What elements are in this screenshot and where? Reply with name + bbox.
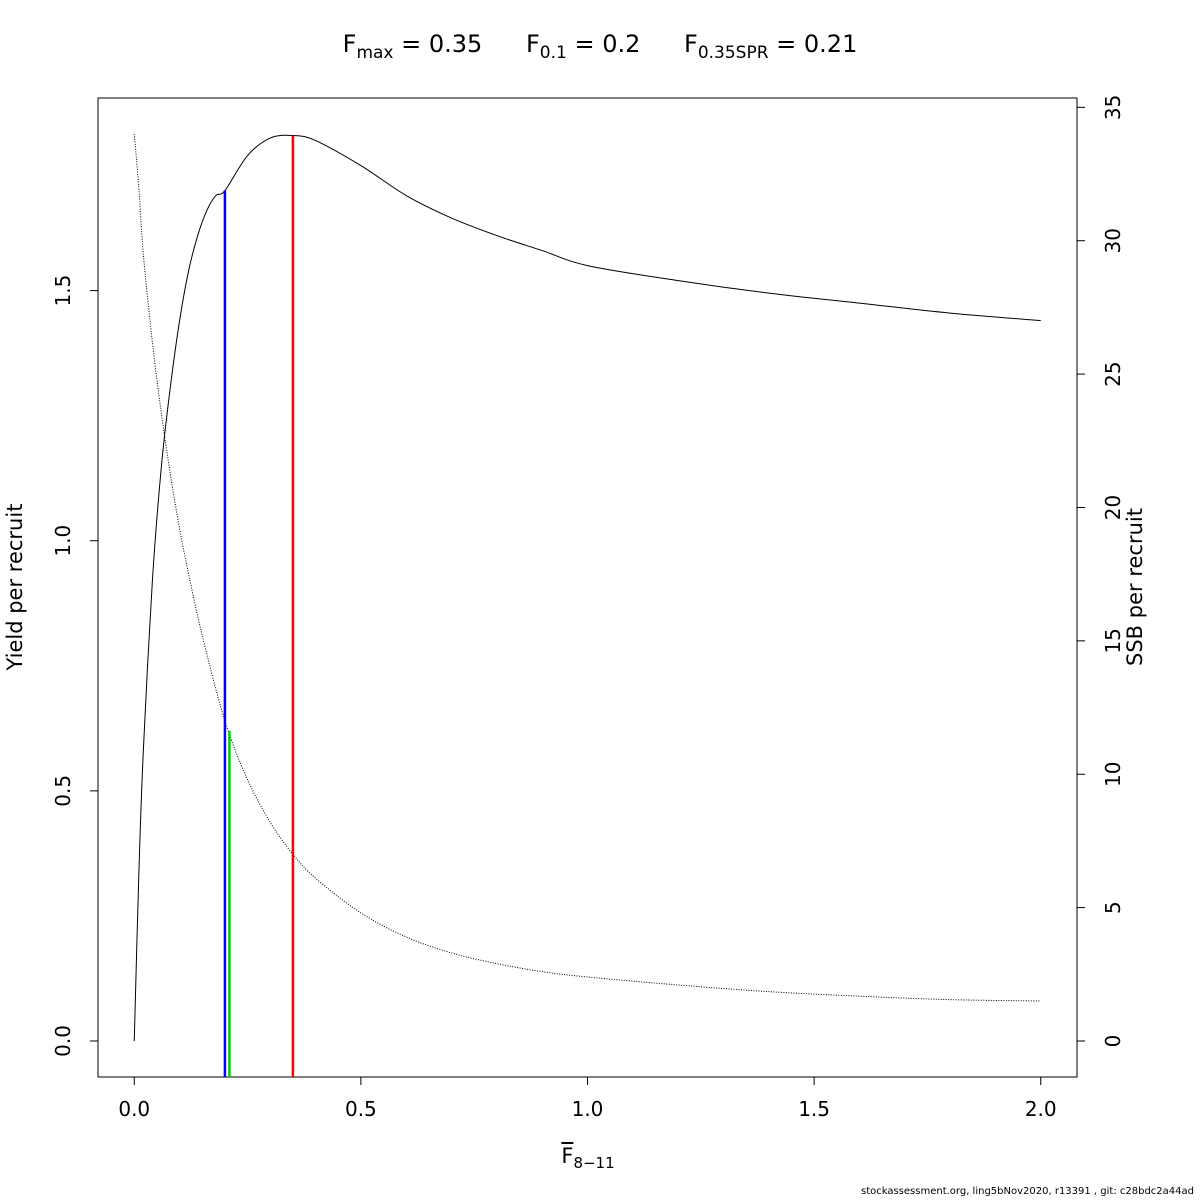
y-right-tick-label: 20 (1101, 495, 1125, 520)
x-tick-label: 2.0 (1025, 1097, 1057, 1121)
x-axis-label: F8−11 (561, 1144, 615, 1172)
ssb-per-recruit-line (133, 133, 1041, 1002)
chart-title: Fmax = 0.35 F0.1 = 0.2 F0.35SPR = 0.21 (0, 30, 1200, 63)
x-tick-label: 1.0 (572, 1097, 604, 1121)
y-axis-right-label: SSB per recruit (1123, 508, 1147, 666)
y-left-tick-label: 1.5 (51, 275, 75, 307)
y-left-tick-label: 0.0 (51, 1025, 75, 1057)
x-tick-label: 1.5 (798, 1097, 830, 1121)
y-left-tick-label: 1.0 (51, 525, 75, 557)
x-tick-label: 0.0 (118, 1097, 150, 1121)
footer-credit: stockassessment.org, ling5bNov2020, r133… (860, 1186, 1194, 1197)
yield-per-recruit-line (133, 134, 1041, 1041)
y-right-tick-label: 15 (1101, 628, 1125, 653)
x-tick-label: 0.5 (345, 1097, 377, 1121)
y-right-tick-label: 30 (1101, 228, 1125, 253)
y-right-tick-label: 25 (1101, 361, 1125, 386)
y-right-tick-label: 35 (1101, 95, 1125, 120)
title-f01: F0.1 = 0.2 (525, 30, 641, 63)
y-right-tick-label: 0 (1101, 1035, 1125, 1048)
y-right-tick-label: 5 (1101, 901, 1125, 914)
title-fmax: Fmax = 0.35 (342, 30, 483, 63)
y-axis-left-label: Yield per recruit (3, 503, 27, 671)
plot-frame (97, 97, 1078, 1078)
y-left-tick-label: 0.5 (51, 775, 75, 807)
title-fspr: F0.35SPR = 0.21 (684, 30, 858, 63)
y-right-tick-label: 10 (1101, 762, 1125, 787)
